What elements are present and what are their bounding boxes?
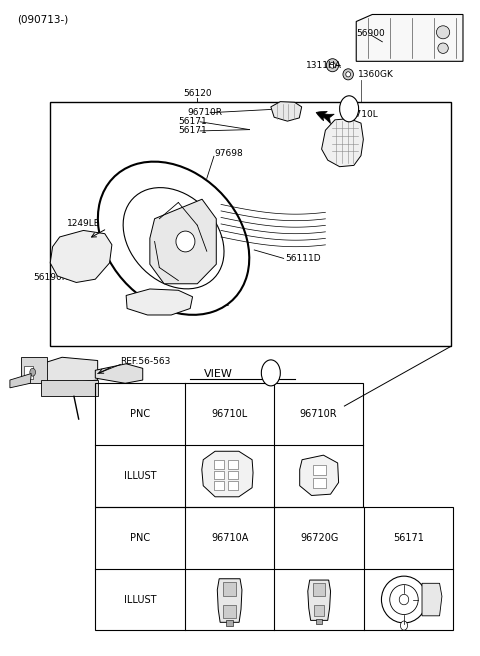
Text: 1249LB: 1249LB	[67, 219, 101, 228]
Text: PNC: PNC	[130, 409, 150, 419]
Bar	[313, 478, 326, 487]
Text: 96710R: 96710R	[188, 108, 223, 117]
Bar	[24, 366, 33, 379]
Text: A: A	[268, 369, 274, 377]
Text: 96710R: 96710R	[300, 409, 337, 419]
Ellipse shape	[436, 26, 450, 39]
Bar	[223, 582, 236, 596]
Ellipse shape	[176, 231, 195, 252]
Bar	[314, 605, 324, 617]
Ellipse shape	[30, 368, 36, 376]
Circle shape	[340, 96, 359, 122]
Text: (090713-): (090713-)	[17, 14, 68, 25]
Ellipse shape	[346, 72, 350, 77]
Polygon shape	[31, 358, 97, 383]
Polygon shape	[217, 579, 242, 623]
Polygon shape	[322, 119, 363, 167]
Bar	[313, 583, 325, 596]
Ellipse shape	[123, 188, 224, 289]
Bar	[214, 471, 224, 480]
Bar	[96, 507, 454, 630]
Text: 56190R: 56190R	[34, 273, 69, 282]
Polygon shape	[50, 230, 112, 283]
Ellipse shape	[326, 59, 339, 72]
Text: VIEW: VIEW	[204, 369, 233, 379]
Text: 56111D: 56111D	[286, 254, 321, 263]
Circle shape	[261, 360, 280, 386]
Text: 1311HA: 1311HA	[305, 61, 341, 70]
Text: PNC: PNC	[130, 533, 150, 543]
Bar	[226, 621, 233, 626]
Text: 56171: 56171	[179, 117, 207, 127]
Text: 56171: 56171	[393, 533, 424, 543]
Ellipse shape	[98, 161, 249, 315]
Bar	[228, 482, 239, 489]
Text: REF.56-563: REF.56-563	[120, 357, 171, 365]
Ellipse shape	[438, 43, 448, 53]
Text: 1360GK: 1360GK	[358, 70, 394, 79]
Ellipse shape	[343, 69, 353, 80]
Text: 96710L: 96710L	[211, 409, 248, 419]
Text: 56190L: 56190L	[195, 299, 228, 308]
Bar	[214, 482, 224, 489]
Polygon shape	[422, 583, 442, 616]
Text: 56120: 56120	[183, 89, 212, 98]
Polygon shape	[126, 289, 192, 315]
Bar	[214, 461, 224, 469]
Text: 96710A: 96710A	[211, 533, 248, 543]
Polygon shape	[150, 199, 216, 284]
Text: 96710L: 96710L	[344, 110, 378, 119]
Text: ILLUST: ILLUST	[124, 471, 156, 481]
Bar	[313, 465, 326, 475]
Bar	[96, 383, 363, 507]
Bar	[50, 102, 451, 346]
Ellipse shape	[382, 576, 427, 623]
Bar	[224, 605, 236, 618]
Ellipse shape	[330, 62, 336, 68]
Text: ILLUST: ILLUST	[124, 594, 156, 605]
Text: A: A	[346, 104, 352, 113]
Polygon shape	[271, 102, 301, 121]
Polygon shape	[356, 14, 463, 61]
Text: 97698: 97698	[214, 148, 243, 157]
Ellipse shape	[399, 594, 409, 605]
Bar	[41, 380, 97, 396]
Bar	[228, 471, 239, 480]
Polygon shape	[10, 373, 31, 388]
Ellipse shape	[400, 621, 408, 630]
Text: 56171: 56171	[179, 127, 207, 135]
Ellipse shape	[390, 584, 418, 615]
Bar	[228, 461, 239, 469]
Polygon shape	[308, 580, 331, 621]
Polygon shape	[202, 451, 253, 497]
Polygon shape	[300, 455, 338, 495]
Polygon shape	[96, 364, 143, 383]
Bar	[21, 358, 47, 383]
Bar	[316, 619, 323, 625]
Text: 56900: 56900	[356, 30, 385, 39]
Text: 96720G: 96720G	[300, 533, 338, 543]
